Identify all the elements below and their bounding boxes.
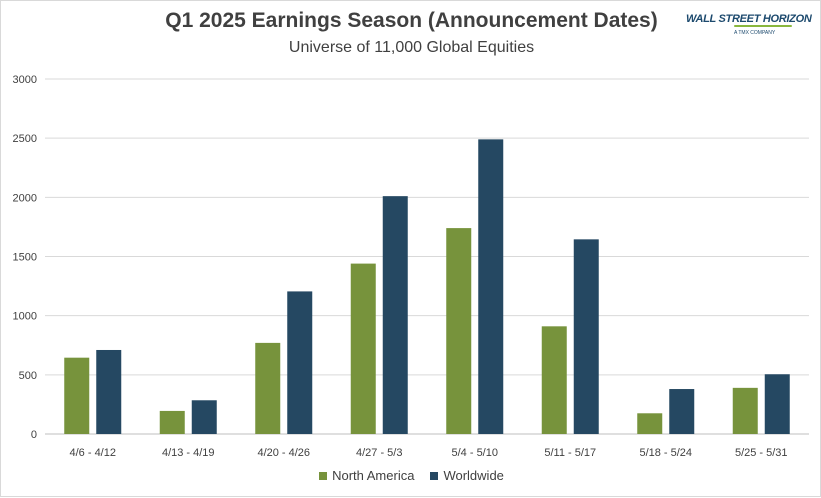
bar-worldwide xyxy=(382,196,408,434)
bar-worldwide xyxy=(287,291,313,434)
legend-item-worldwide: Worldwide xyxy=(430,468,504,483)
legend-label-worldwide: Worldwide xyxy=(443,468,504,483)
legend-swatch-north-america xyxy=(319,471,328,480)
bar-north-america xyxy=(446,228,472,434)
bar-north-america xyxy=(64,357,90,434)
y-tick-label: 2000 xyxy=(13,192,37,204)
wall-street-horizon-logo: WALL STREET HORIZON A TMX COMPANY xyxy=(686,13,812,43)
y-tick-label: 500 xyxy=(19,370,37,382)
x-tick-label: 5/18 - 5/24 xyxy=(639,447,692,459)
legend-item-north-america: North America xyxy=(319,468,414,483)
bar-north-america xyxy=(159,410,185,434)
x-tick-label: 5/25 - 5/31 xyxy=(735,447,788,459)
legend: North America Worldwide xyxy=(1,468,821,483)
bar-north-america xyxy=(541,326,567,434)
bar-north-america xyxy=(255,342,281,434)
chart-title: Q1 2025 Earnings Season (Announcement Da… xyxy=(165,9,658,32)
x-tick-label: 4/6 - 4/12 xyxy=(70,447,116,459)
legend-swatch-worldwide xyxy=(430,471,439,480)
bar-worldwide xyxy=(669,389,695,434)
chart-subtitle: Universe of 11,000 Global Equities xyxy=(288,39,535,56)
bar-north-america xyxy=(732,387,758,434)
x-tick-label: 4/20 - 4/26 xyxy=(257,447,310,459)
bar-north-america xyxy=(350,263,376,434)
bar-worldwide xyxy=(96,349,122,434)
x-tick-label: 4/13 - 4/19 xyxy=(162,447,215,459)
logo-sub-text: A TMX COMPANY xyxy=(734,30,776,36)
y-tick-label: 0 xyxy=(31,429,37,441)
bar-worldwide xyxy=(478,139,504,434)
logo-swoosh xyxy=(734,25,792,27)
bar-worldwide xyxy=(191,400,217,434)
bar-worldwide xyxy=(764,374,790,434)
bar-worldwide xyxy=(573,239,599,434)
y-tick-label: 3000 xyxy=(13,74,37,86)
legend-label-north-america: North America xyxy=(332,468,415,483)
logo-main-text: WALL STREET HORIZON xyxy=(686,13,812,25)
x-tick-label: 4/27 - 5/3 xyxy=(356,447,402,459)
x-tick-label: 5/4 - 5/10 xyxy=(452,447,498,459)
bar-north-america xyxy=(637,413,663,434)
y-tick-label: 1000 xyxy=(13,311,37,323)
y-tick-label: 2500 xyxy=(13,133,37,145)
x-tick-label: 5/11 - 5/17 xyxy=(544,447,596,459)
y-tick-label: 1500 xyxy=(13,252,37,264)
